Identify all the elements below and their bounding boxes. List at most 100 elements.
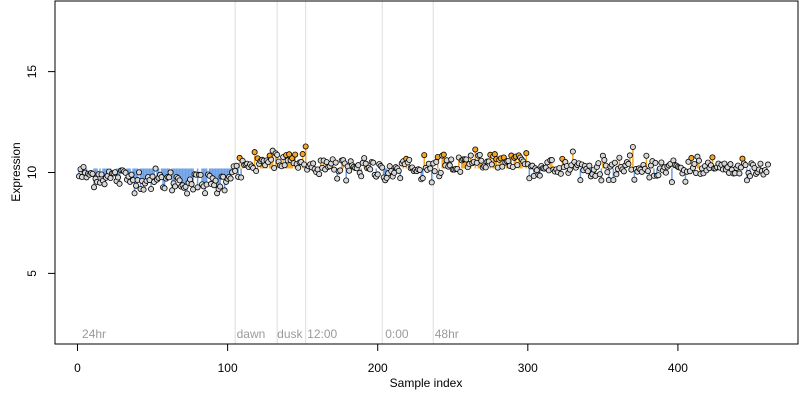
data-point [419,175,426,182]
data-point [499,163,506,170]
data-point [271,164,278,171]
data-point [302,143,309,150]
data-point [140,186,147,193]
data-point [491,151,498,158]
data-point [346,167,353,174]
y-tick-label: 15 [25,65,39,79]
data-point [101,181,108,188]
data-point [440,151,447,158]
data-point [337,167,344,174]
data-point [202,190,209,197]
data-point [431,168,438,175]
data-point [194,184,201,191]
data-point [604,169,611,176]
data-point [629,143,636,150]
data-point [688,155,695,162]
data-point [655,172,662,179]
data-point [586,162,593,169]
data-point [478,157,485,164]
data-point [232,167,239,174]
data-point [166,174,173,181]
data-point [448,156,455,163]
y-axis: 5 10 15 [25,65,56,277]
data-point [212,177,219,184]
data-point [91,184,98,191]
data-point [182,183,189,190]
data-point [370,159,377,166]
data-point [274,151,281,158]
data-point [116,180,123,187]
data-point [133,182,140,189]
data-point [233,162,240,169]
data-point [374,171,381,178]
data-point [98,171,105,178]
data-point [569,148,576,155]
data-point [577,177,584,184]
data-point [457,168,464,175]
data-point [343,177,350,184]
data-point [253,168,260,175]
data-point [112,169,119,176]
data-point [416,166,423,173]
data-point [476,151,483,158]
data-point [613,171,620,178]
data-point [149,173,156,180]
data-point [709,154,716,161]
time-annotation: 0:00 [385,327,409,341]
x-tick-label: 200 [368,361,388,375]
data-point [184,190,191,197]
data-point [437,169,444,176]
data-point [601,157,608,164]
data-point [167,169,174,176]
data-point [463,156,470,163]
data-point [631,176,638,183]
data-point [332,159,339,166]
data-point [427,165,434,172]
time-annotations: 24hr dawn dusk 12:00 0:00 48hr [82,327,459,341]
data-point [764,161,771,168]
data-point [148,186,155,193]
data-point [221,187,228,194]
data-point [595,160,602,167]
data-point [736,170,743,177]
data-point [238,174,245,181]
data-point [658,159,665,166]
y-tick-label: 5 [25,270,39,277]
data-point [115,174,122,181]
data-point [367,166,374,173]
data-point [316,171,323,178]
data-point [334,175,341,182]
data-point [217,183,224,190]
data-point [620,168,627,175]
data-point [395,167,402,174]
data-point [268,156,275,163]
data-point [488,161,495,168]
data-point [358,173,365,180]
data-point [379,164,386,171]
data-point [361,155,368,162]
data-point [691,160,698,167]
data-point [176,177,183,184]
data-point [406,156,413,163]
data-point [743,177,750,184]
data-point [421,152,428,159]
data-point [763,169,770,176]
data-point [136,169,143,176]
data-point [172,183,179,190]
data-point [169,187,176,194]
data-point [626,152,633,159]
data-point [695,157,702,164]
data-point [433,158,440,165]
data-point [227,175,234,182]
data-point [281,162,288,169]
x-tick-label: 300 [518,361,538,375]
data-point [197,171,204,178]
time-annotation: dusk [277,327,303,341]
x-tick-label: 400 [668,361,688,375]
data-point [598,177,605,184]
data-points [76,143,771,197]
data-point [131,190,138,197]
data-point [662,169,669,176]
data-point [80,163,87,170]
data-point [310,160,317,167]
